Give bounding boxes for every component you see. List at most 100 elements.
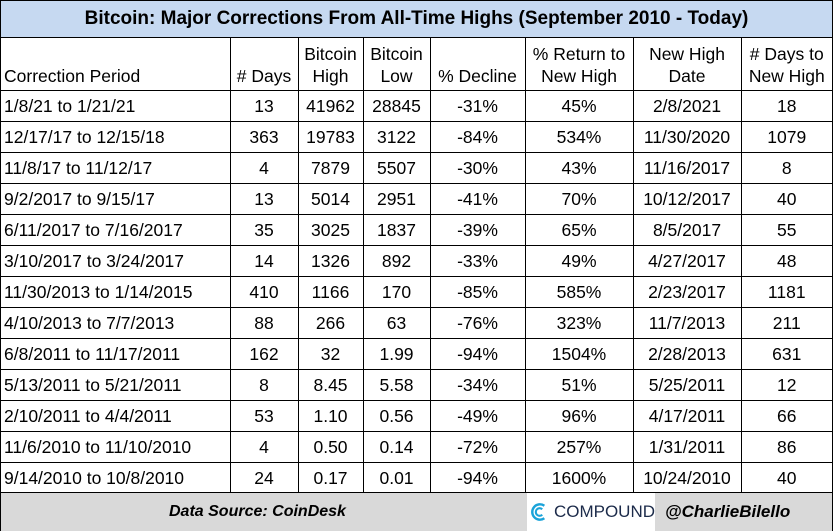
table-cell: 18 <box>740 90 832 122</box>
handle: @CharlieBilello <box>665 502 791 521</box>
table-row: 11/6/2010 to 11/10/2010 4 0.50 0.14 -72% 257%… <box>1 431 832 463</box>
table-cell: 13 <box>229 183 299 215</box>
table-cell: 3/10/2017 to 3/24/2017 <box>1 245 231 277</box>
table-cell: 12/17/17 to 12/15/18 <box>1 121 231 153</box>
table-cell: 5.58 <box>362 369 431 401</box>
table-cell: -39% <box>429 214 526 246</box>
table-cell: 11/6/2010 to 11/10/2010 <box>1 431 231 463</box>
table-cell: 1837 <box>362 214 431 246</box>
table-cell: 45% <box>524 90 634 122</box>
table-cell: 1079 <box>740 121 832 153</box>
table-cell: 19783 <box>297 121 364 153</box>
table-cell: 28845 <box>362 90 431 122</box>
table-cell: 11/8/17 to 11/12/17 <box>1 152 231 184</box>
table-cell: 0.17 <box>297 462 364 494</box>
table-cell: 13 <box>229 90 299 122</box>
table-cell: -33% <box>429 245 526 277</box>
table-cell: 40 <box>740 183 832 215</box>
table-cell: 170 <box>362 276 431 308</box>
table-cell: 323% <box>524 307 634 339</box>
table-cell: 0.01 <box>362 462 431 494</box>
table-cell: 5014 <box>297 183 364 215</box>
table-cell: 585% <box>524 276 634 308</box>
table-cell: 10/24/2010 <box>632 462 742 494</box>
table-cell: 5/25/2011 <box>632 369 742 401</box>
table-row: 12/17/17 to 12/15/18 363 19783 3122 -84% 534%… <box>1 121 832 153</box>
table-cell: 1.10 <box>297 400 364 432</box>
table-cell: 11/30/2020 <box>632 121 742 153</box>
table-cell: 70% <box>524 183 634 215</box>
table-cell: -94% <box>429 462 526 494</box>
table-cell: 9/2/2017 to 9/15/17 <box>1 183 231 215</box>
data-source: Data Source: CoinDesk <box>169 503 346 520</box>
table-cell: 8.45 <box>297 369 364 401</box>
table-cell: 2/8/2021 <box>632 90 742 122</box>
table-cell: 0.14 <box>362 431 431 463</box>
table-cell: 4/27/2017 <box>632 245 742 277</box>
table-cell: 1181 <box>740 276 832 308</box>
column-header: Correction Period <box>1 38 231 91</box>
table-cell: 11/16/2017 <box>632 152 742 184</box>
column-header: % Return to New High <box>524 38 634 91</box>
table-row: 6/8/2011 to 11/17/2011 162 32 1.99 -94% 1504%… <box>1 338 832 370</box>
table-cell: 892 <box>362 245 431 277</box>
table-cell: 2/23/2017 <box>632 276 742 308</box>
table-cell: 266 <box>297 307 364 339</box>
table-cell: 2/28/2013 <box>632 338 742 370</box>
table-cell: -94% <box>429 338 526 370</box>
table-cell: 4/10/2013 to 7/7/2013 <box>1 307 231 339</box>
table-cell: -34% <box>429 369 526 401</box>
table-cell: 6/11/2017 to 7/16/2017 <box>1 214 231 246</box>
table-cell: 410 <box>229 276 299 308</box>
table-cell: 8 <box>740 152 832 184</box>
table-cell: 2/10/2011 to 4/4/2011 <box>1 400 231 432</box>
table-cell: 0.56 <box>362 400 431 432</box>
logo: COMPOUND <box>527 493 655 531</box>
table-cell: 49% <box>524 245 634 277</box>
table-cell: 65% <box>524 214 634 246</box>
table-row: 9/14/2010 to 10/8/2010 24 0.17 0.01 -94% 1600… <box>1 462 832 494</box>
table-cell: 5507 <box>362 152 431 184</box>
table-cell: 1.99 <box>362 338 431 370</box>
table-cell: 9/14/2010 to 10/8/2010 <box>1 462 231 494</box>
table-cell: 32 <box>297 338 364 370</box>
table-cell: 162 <box>229 338 299 370</box>
table-cell: 7879 <box>297 152 364 184</box>
table-cell: 1504% <box>524 338 634 370</box>
table-cell: 51% <box>524 369 634 401</box>
table-cell: 631 <box>740 338 832 370</box>
table-row: 9/2/2017 to 9/15/17 13 5014 2951 -41% 70% 10/1… <box>1 183 832 215</box>
table-cell: 1166 <box>297 276 364 308</box>
table-cell: -72% <box>429 431 526 463</box>
table-cell: -30% <box>429 152 526 184</box>
header-row: Correction Period # Days Bitcoin High Bitco… <box>1 38 832 91</box>
table-row: 11/30/2013 to 1/14/2015 410 1166 170 -85% 585… <box>1 276 832 308</box>
table-cell: 11/7/2013 <box>632 307 742 339</box>
column-header: # Days to New High <box>740 38 832 91</box>
column-header: % Decline <box>429 38 526 91</box>
table-cell: 41962 <box>297 90 364 122</box>
table-cell: 534% <box>524 121 634 153</box>
table-cell: 43% <box>524 152 634 184</box>
table-cell: 1326 <box>297 245 364 277</box>
table-cell: -49% <box>429 400 526 432</box>
column-header: # Days <box>229 38 299 91</box>
table-cell: 63 <box>362 307 431 339</box>
table-cell: -76% <box>429 307 526 339</box>
logo-text: COMPOUND <box>553 502 655 521</box>
table-cell: 3025 <box>297 214 364 246</box>
table-cell: 4 <box>229 431 299 463</box>
table-cell: 11/30/2013 to 1/14/2015 <box>1 276 231 308</box>
table-row: 1/8/21 to 1/21/21 13 41962 28845 -31% 45% 2/8/… <box>1 90 832 122</box>
table-row: 2/10/2011 to 4/4/2011 53 1.10 0.56 -49% 96% 4/… <box>1 400 832 432</box>
table-cell: 211 <box>740 307 832 339</box>
column-header: Bitcoin High <box>297 38 364 91</box>
table-cell: 96% <box>524 400 634 432</box>
table-cell: 5/13/2011 to 5/21/2011 <box>1 369 231 401</box>
column-header: Bitcoin Low <box>362 38 431 91</box>
table-row: 4/10/2013 to 7/7/2013 88 266 63 -76% 323% 11/7… <box>1 307 832 339</box>
table-row: 11/8/17 to 11/12/17 4 7879 5507 -30% 43% 11/16… <box>1 152 832 184</box>
table-cell: 10/12/2017 <box>632 183 742 215</box>
column-header: New High Date <box>632 38 742 91</box>
